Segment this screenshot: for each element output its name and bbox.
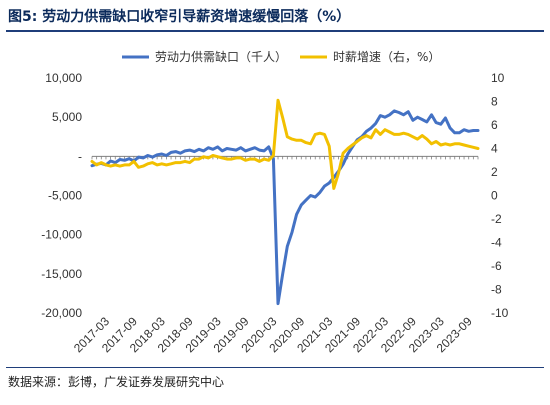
- y-right-tick-label: 6: [491, 118, 498, 132]
- y-right-tick-label: -8: [491, 283, 502, 297]
- y-right-tick-label: 10: [491, 71, 505, 85]
- title-rule: [6, 30, 544, 32]
- y-left-tick-label: -10,000: [41, 228, 82, 242]
- y-left-tick-label: -: [78, 149, 82, 163]
- y-right-tick-label: -4: [491, 236, 502, 250]
- y-right-tick-label: -10: [491, 306, 509, 320]
- source-rule: [6, 367, 544, 368]
- y-left-tick-label: 10,000: [45, 71, 82, 85]
- legend: 劳动力供需缺口（千人） 时薪增速（右，%）: [122, 49, 440, 64]
- y-left-tick-label: -15,000: [41, 267, 82, 281]
- y-right-tick-label: 0: [491, 189, 498, 203]
- y-right-tick-label: -6: [491, 259, 502, 273]
- source-note: 数据来源：彭博，广发证券发展研究中心: [8, 375, 225, 389]
- legend-label-2: 时薪增速（右，%）: [333, 49, 440, 64]
- plot-area: [90, 98, 480, 306]
- y-left-tick-label: 5,000: [52, 110, 82, 124]
- y-left-tick-label: -20,000: [41, 306, 82, 320]
- y-right-tick-label: 2: [491, 165, 498, 179]
- y-right-tick-label: 4: [491, 142, 498, 156]
- y-left-tick-label: -5,000: [48, 189, 82, 203]
- y-right-tick-label: 8: [491, 95, 498, 109]
- y-right-tick-label: -2: [491, 212, 502, 226]
- series-line-2: [90, 98, 480, 190]
- chart: 劳动力供需缺口（千人） 时薪增速（右，%） 10,000 5,000 - -5,000 -…: [41, 49, 509, 355]
- series-line-1: [90, 109, 480, 306]
- figure-title: 图5: 劳动力供需缺口收窄引导薪资增速缓慢回落（%）: [8, 9, 351, 25]
- legend-label-1: 劳动力供需缺口（千人）: [155, 49, 287, 64]
